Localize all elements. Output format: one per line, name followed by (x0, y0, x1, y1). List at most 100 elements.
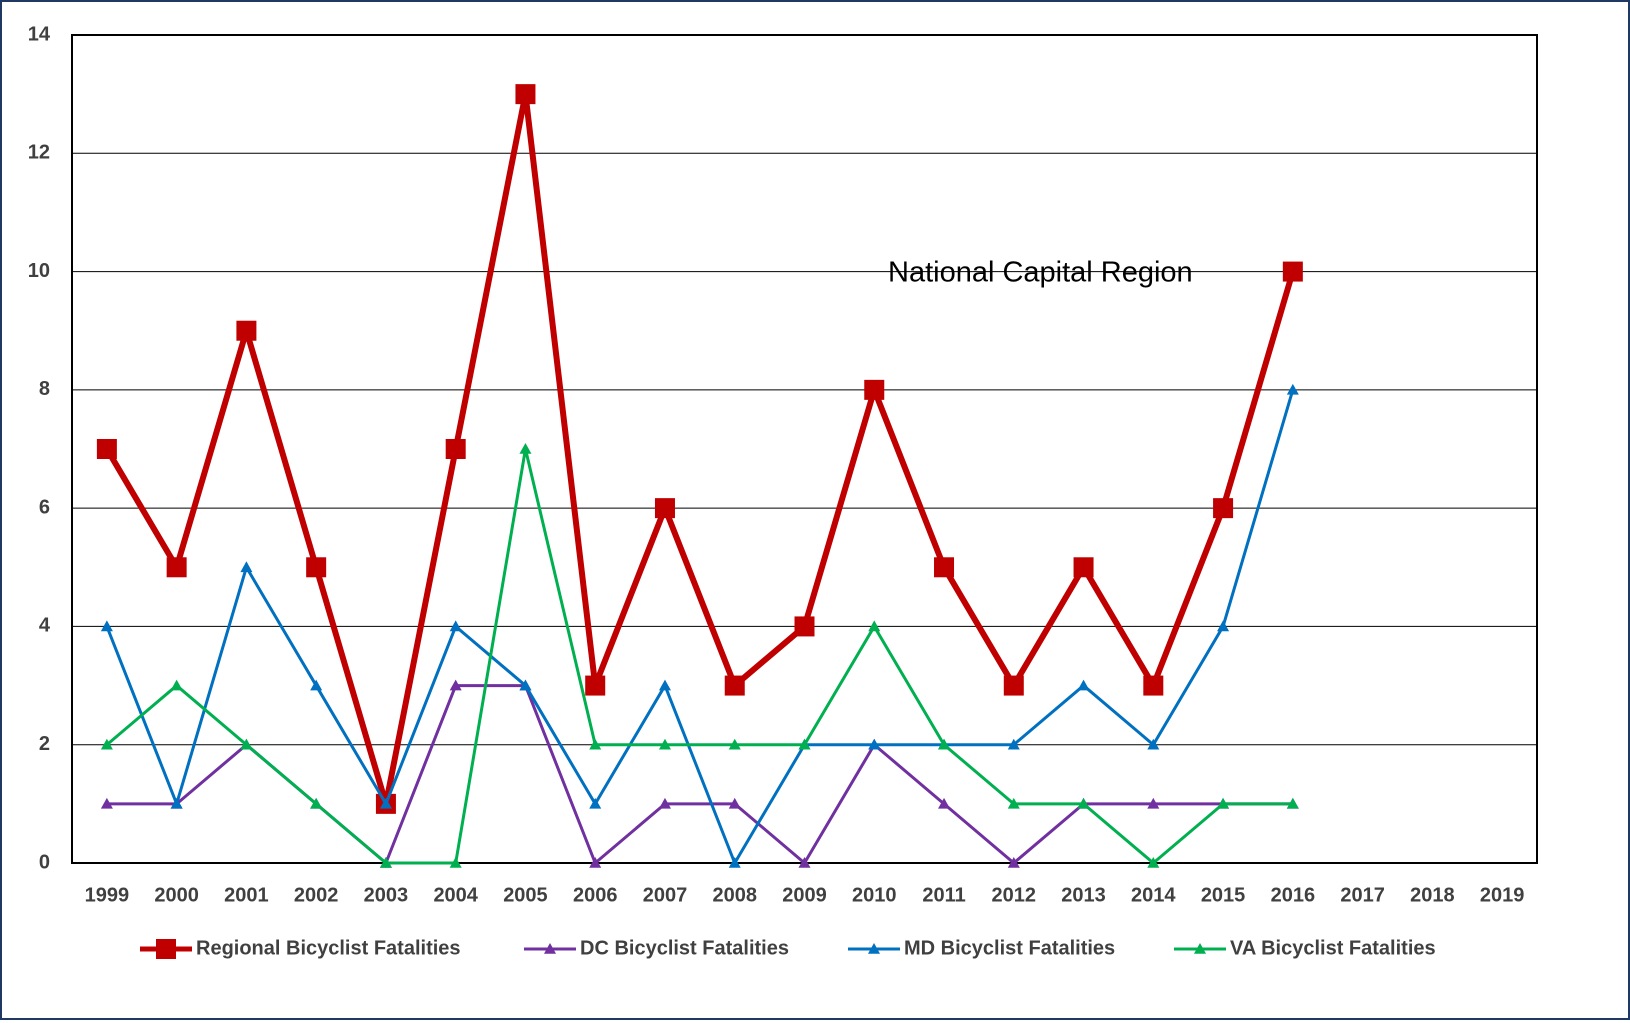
series-line (105, 447, 1293, 865)
x-tick-label: 2019 (1480, 884, 1525, 906)
x-tick-label: 2001 (224, 884, 269, 906)
legend-marker (1194, 943, 1206, 954)
x-tick-label: 2000 (154, 884, 199, 906)
legend-label: DC Bicyclist Fatalities (580, 937, 789, 959)
marker (100, 738, 113, 750)
marker (96, 439, 117, 459)
marker (166, 557, 187, 578)
marker (236, 320, 257, 341)
x-tick-label: 2018 (1410, 884, 1455, 906)
y-tick-label: 4 (39, 615, 51, 637)
marker (868, 738, 881, 750)
marker (1147, 797, 1160, 809)
marker (100, 620, 113, 632)
marker (1147, 857, 1160, 868)
marker (589, 857, 602, 868)
marker (728, 738, 741, 750)
y-tick-label: 14 (28, 23, 51, 45)
marker (310, 797, 323, 809)
marker (240, 561, 253, 573)
marker (938, 738, 951, 750)
marker (1147, 738, 1160, 750)
legend-marker (544, 943, 556, 954)
y-tick-label: 8 (39, 378, 50, 400)
marker (868, 620, 881, 632)
marker (306, 557, 327, 578)
x-tick-label: 2015 (1201, 884, 1246, 906)
marker (449, 679, 462, 691)
legend-label: MD Bicyclist Fatalities (904, 937, 1115, 959)
marker (794, 616, 815, 637)
marker (728, 797, 741, 809)
x-tick-label: 2016 (1271, 884, 1316, 906)
marker (1217, 797, 1230, 809)
marker (515, 84, 536, 105)
y-tick-label: 10 (28, 260, 50, 282)
y-tick-label: 6 (39, 496, 50, 518)
marker (658, 679, 671, 691)
marker (938, 797, 951, 809)
y-tick-label: 12 (28, 142, 50, 164)
y-tick-label: 0 (39, 851, 50, 873)
marker (100, 797, 113, 809)
marker (170, 797, 183, 809)
x-tick-label: 2005 (503, 884, 548, 906)
series-line (104, 91, 1296, 807)
marker (585, 675, 606, 696)
x-tick-label: 2009 (782, 884, 827, 906)
x-tick-label: 2008 (712, 884, 757, 906)
marker (1282, 261, 1303, 282)
legend-label: Regional Bicyclist Fatalities (196, 937, 461, 959)
series-line (105, 389, 1295, 865)
marker (240, 738, 253, 750)
marker (1077, 797, 1090, 809)
x-tick-label: 2011 (922, 884, 965, 906)
marker (1003, 675, 1024, 696)
marker (1217, 620, 1230, 632)
marker (1286, 797, 1299, 809)
legend-marker (868, 943, 880, 954)
x-tick-label: 2002 (294, 884, 339, 906)
marker (728, 857, 741, 868)
marker (445, 439, 466, 459)
annotation: National Capital Region (888, 257, 1193, 289)
marker (449, 620, 462, 632)
marker (1077, 679, 1090, 691)
marker (589, 738, 602, 750)
marker (798, 738, 811, 750)
x-tick-label: 2017 (1340, 884, 1385, 906)
legend-label: VA Bicyclist Fatalities (1230, 937, 1436, 959)
marker (654, 498, 675, 519)
marker (449, 857, 462, 868)
x-tick-label: 2010 (852, 884, 897, 906)
y-tick-label: 2 (39, 733, 50, 755)
x-tick-label: 2007 (643, 884, 688, 906)
marker (170, 679, 183, 691)
marker (864, 379, 885, 400)
x-tick-label: 2006 (573, 884, 618, 906)
x-tick-label: 2012 (992, 884, 1037, 906)
marker (1007, 857, 1020, 868)
marker (724, 675, 745, 696)
legend-marker (156, 939, 176, 959)
marker (1007, 738, 1020, 750)
x-tick-label: 2003 (364, 884, 409, 906)
x-tick-label: 1999 (85, 884, 130, 906)
marker (1286, 383, 1299, 395)
marker (519, 679, 532, 691)
marker (1213, 498, 1234, 519)
marker (658, 797, 671, 809)
marker (934, 557, 955, 578)
x-tick-label: 2013 (1061, 884, 1106, 906)
marker (1007, 797, 1020, 809)
marker (658, 738, 671, 750)
marker (310, 679, 323, 691)
marker (1143, 675, 1164, 696)
marker (379, 857, 392, 868)
marker (798, 857, 811, 868)
marker (589, 797, 602, 809)
x-tick-label: 2004 (433, 884, 478, 906)
x-tick-label: 2014 (1131, 884, 1176, 906)
